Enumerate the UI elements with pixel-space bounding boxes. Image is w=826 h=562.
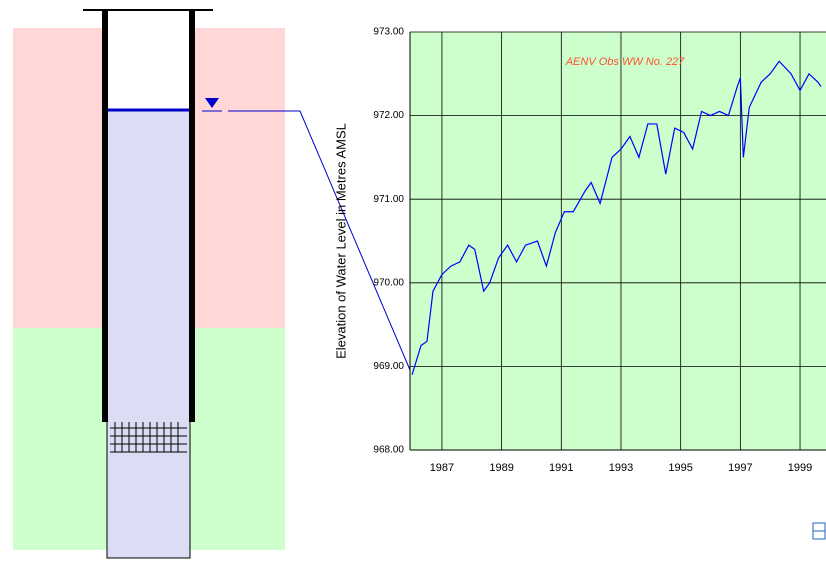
y-tick-label: 971.00 xyxy=(373,194,404,205)
data-line xyxy=(411,60,822,375)
y-tick-label: 970.00 xyxy=(373,277,404,288)
annotation: AENV Obs WW No. 227 xyxy=(565,56,685,68)
casing-left xyxy=(102,10,108,422)
x-tick-label: 1991 xyxy=(549,462,573,474)
legend-icon xyxy=(812,522,826,540)
well-screen xyxy=(110,422,187,453)
x-tick-label: 1987 xyxy=(430,462,454,474)
y-axis-label: Elevation of Water Level in Metres AMSL xyxy=(333,123,348,359)
y-tick-label: 969.00 xyxy=(373,361,404,372)
casing-air xyxy=(107,10,190,110)
x-tick-label: 1999 xyxy=(788,462,812,474)
x-tick-label: 1989 xyxy=(489,462,513,474)
connector xyxy=(228,110,411,371)
x-tick-label: 1995 xyxy=(668,462,692,474)
casing-right xyxy=(189,10,195,422)
y-tick-label: 973.00 xyxy=(373,27,404,38)
x-tick-label: 1993 xyxy=(609,462,633,474)
level-marker xyxy=(205,98,219,108)
y-tick-label: 968.00 xyxy=(373,445,404,456)
y-tick-label: 972.00 xyxy=(373,110,404,121)
well-diagram xyxy=(13,9,411,559)
plot-area xyxy=(410,32,826,450)
x-tick-label: 1997 xyxy=(728,462,752,474)
chart: 968.00 969.00 970.00 971.00 972.00 973.00 1987… xyxy=(373,27,826,474)
water-column xyxy=(106,109,191,559)
